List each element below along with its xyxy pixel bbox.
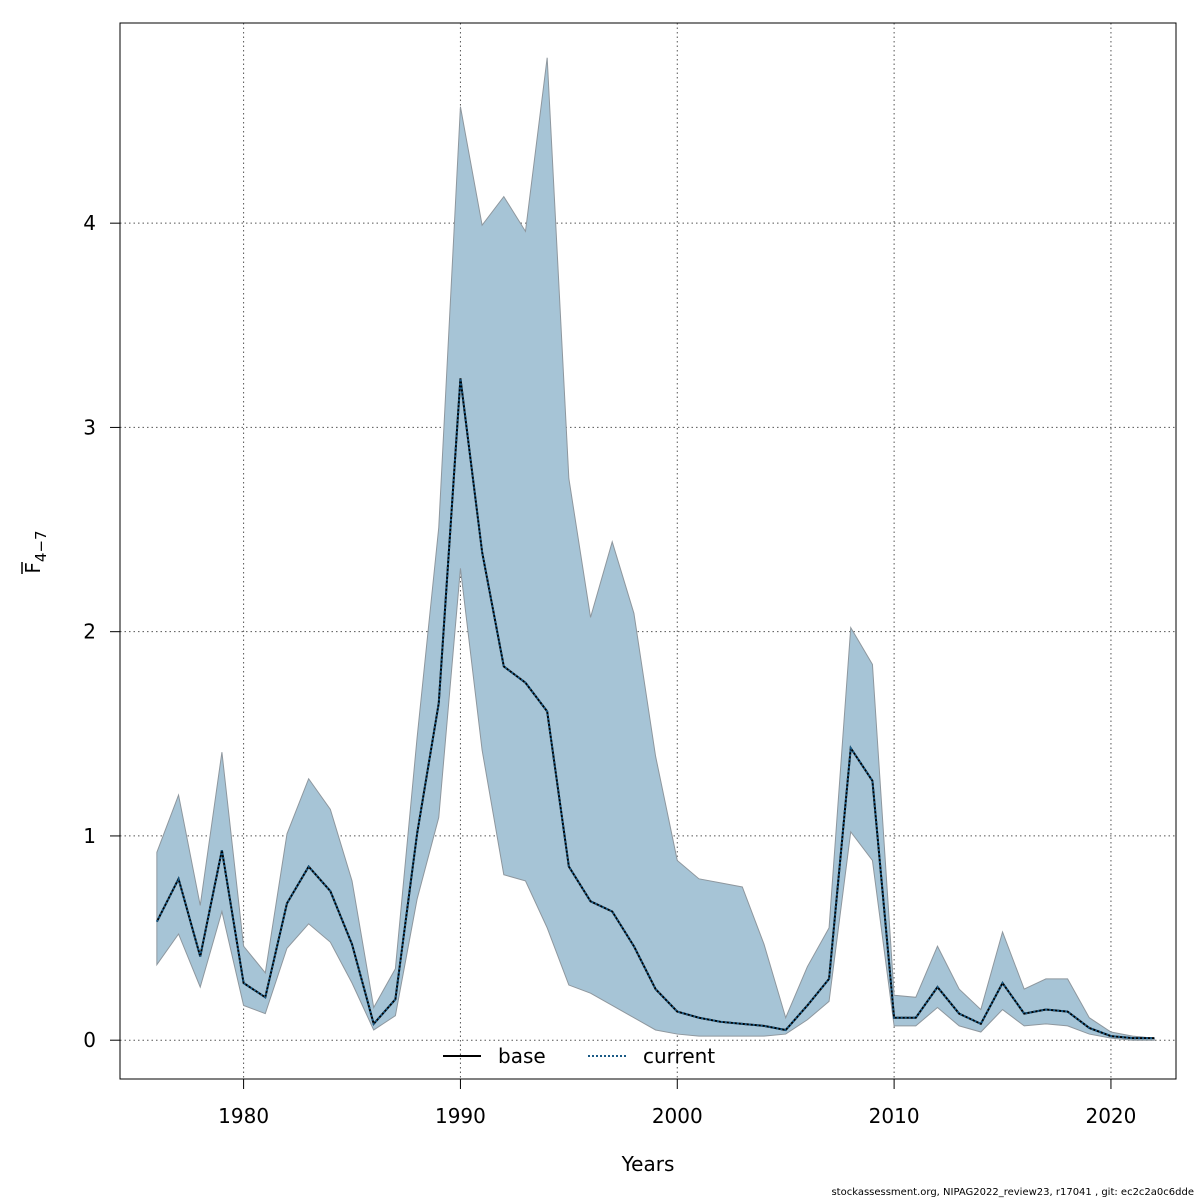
x-tick-label-1990: 1990 bbox=[435, 1104, 486, 1128]
x-axis: 1980 1990 2000 2010 2020 bbox=[218, 1079, 1136, 1128]
x-tick-label-2020: 2020 bbox=[1085, 1104, 1136, 1128]
legend-label-current: current bbox=[643, 1044, 715, 1068]
svg-text:F4−7: F4−7 bbox=[21, 530, 50, 573]
y-axis: 0 1 2 3 4 bbox=[83, 211, 120, 1052]
x-tick-label-2010: 2010 bbox=[869, 1104, 920, 1128]
y-tick-label-1: 1 bbox=[83, 824, 96, 848]
y-tick-label-2: 2 bbox=[83, 620, 96, 644]
legend: base current bbox=[443, 1044, 715, 1068]
confidence-band bbox=[156, 57, 1155, 1041]
y-axis-title-subscript: 4−7 bbox=[32, 530, 50, 562]
x-tick-label-2000: 2000 bbox=[652, 1104, 703, 1128]
footer-credit: stockassessment.org, NIPAG2022_review23,… bbox=[831, 1187, 1194, 1198]
plot-frame bbox=[119, 22, 1177, 1080]
y-axis-title-main: F bbox=[21, 562, 45, 574]
y-tick-label-4: 4 bbox=[83, 211, 96, 235]
series-lines bbox=[155, 378, 1155, 1040]
x-axis-title: Years bbox=[621, 1152, 675, 1176]
series-line-base bbox=[155, 378, 1155, 1040]
x-tick-label-1980: 1980 bbox=[218, 1104, 269, 1128]
y-tick-label-0: 0 bbox=[83, 1028, 96, 1052]
legend-label-base: base bbox=[498, 1044, 546, 1068]
y-tick-label-3: 3 bbox=[83, 415, 96, 439]
y-axis-title: F4−7 bbox=[21, 530, 50, 574]
confidence-band-area bbox=[156, 57, 1155, 1041]
